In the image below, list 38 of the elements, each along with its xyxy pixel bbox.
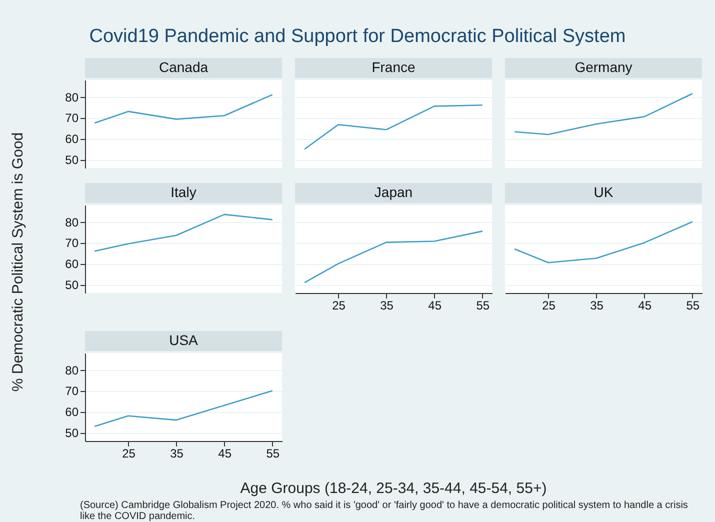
x-tick-label: 35 [590,298,604,312]
x-tick-label: 55 [686,298,700,312]
x-tick-label: 35 [170,446,184,460]
y-tick-label: 80 [65,215,79,230]
chart-title: UK [594,184,614,200]
y-tick-label: 80 [65,90,79,104]
y-tick-label: 70 [65,111,79,126]
y-tick-label: 60 [65,257,79,272]
y-tick-label: 70 [65,236,79,250]
x-tick-label: 35 [380,298,394,312]
chart-title: Germany [574,59,632,75]
y-tick-label: 50 [65,278,79,292]
y-tick-label: 50 [65,426,79,440]
text: % Democratic Political System is Good [10,132,26,392]
y-tick-label: 60 [65,405,79,420]
y-tick-label: 50 [65,153,79,168]
text: Covid19 Pandemic and Support for Democratic Political System [88,26,627,48]
y-tick-label: 70 [65,384,79,398]
chart-title: Japan [374,184,413,200]
x-tick-label: 45 [638,298,652,312]
y-tick-label: 60 [65,132,79,146]
chart-title: USA [169,332,199,348]
chart-title: Canada [158,59,208,75]
line-series [94,94,274,124]
chart-title: France [372,59,416,75]
x-tick-label: 25 [332,298,346,312]
line-series [94,214,274,252]
x-tick-label: 45 [428,298,442,312]
x-tick-label: 45 [218,446,232,460]
x-tick-label: 25 [542,298,556,312]
line-series [94,390,274,427]
chart-title: Italy [170,184,196,200]
y-tick-label: 80 [65,363,79,378]
x-tick-label: 55 [266,446,280,460]
text: Age Groups (18-24, 25-34, 35-44, 45-54, 55+) [239,480,548,497]
x-tick-label: 25 [122,446,136,460]
x-tick-label: 55 [476,298,490,312]
text: (Source) Cambridge Globalism Project 2020. % who said it is 'good' or 'fairly good' to have a democratic political system to handle a crisis like the COVID pandemic. [80,500,689,522]
